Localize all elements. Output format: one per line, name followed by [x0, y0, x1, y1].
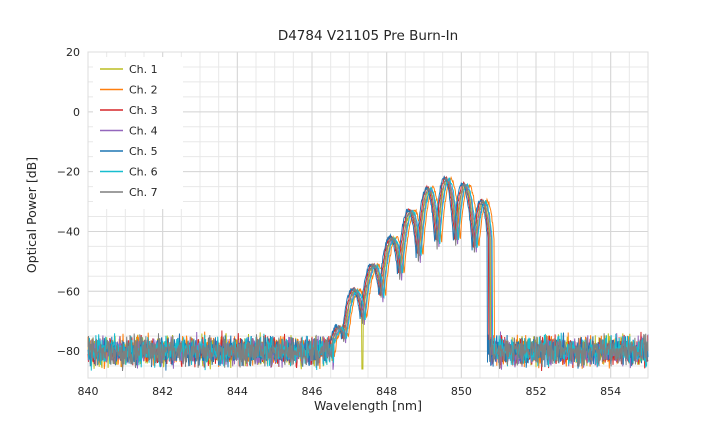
y-tick-label: 20: [66, 46, 80, 59]
x-tick-label: 846: [302, 385, 323, 398]
legend-label: Ch. 1: [129, 63, 158, 76]
legend-label: Ch. 5: [129, 145, 158, 158]
x-axis-label: Wavelength [nm]: [314, 398, 422, 413]
legend-label: Ch. 4: [129, 125, 158, 138]
legend-background: [93, 57, 183, 209]
legend-label: Ch. 3: [129, 104, 158, 117]
y-tick-label: 0: [73, 106, 80, 119]
plot-border: [87, 51, 649, 379]
legend-label: Ch. 7: [129, 186, 158, 199]
x-tick-label: 848: [376, 385, 397, 398]
legend: Ch. 1 Ch. 2 Ch. 3 Ch. 4 Ch. 5 Ch. 6 Ch. 7: [93, 57, 183, 209]
x-tick-label: 842: [152, 385, 173, 398]
y-tick-label: −60: [57, 285, 80, 298]
legend-label: Ch. 2: [129, 84, 158, 97]
y-tick-labels: 20 0 −20 −40 −60 −80: [57, 46, 80, 358]
series-line-ch-7: [87, 176, 649, 372]
x-tick-label: 844: [227, 385, 248, 398]
x-tick-label: 854: [600, 385, 621, 398]
chart-title: D4784 V21105 Pre Burn-In: [278, 28, 458, 44]
y-axis-label: Optical Power [dB]: [24, 157, 39, 273]
x-tick-label: 852: [526, 385, 547, 398]
x-tick-label: 840: [78, 385, 99, 398]
y-tick-label: −40: [57, 225, 80, 238]
x-tick-labels: 840 842 844 846 848 850 852 854: [78, 385, 622, 398]
y-tick-label: −20: [57, 166, 80, 179]
series-lines: [87, 175, 649, 372]
y-tick-label: −80: [57, 345, 80, 358]
x-tick-label: 850: [451, 385, 472, 398]
legend-label: Ch. 6: [129, 166, 158, 179]
